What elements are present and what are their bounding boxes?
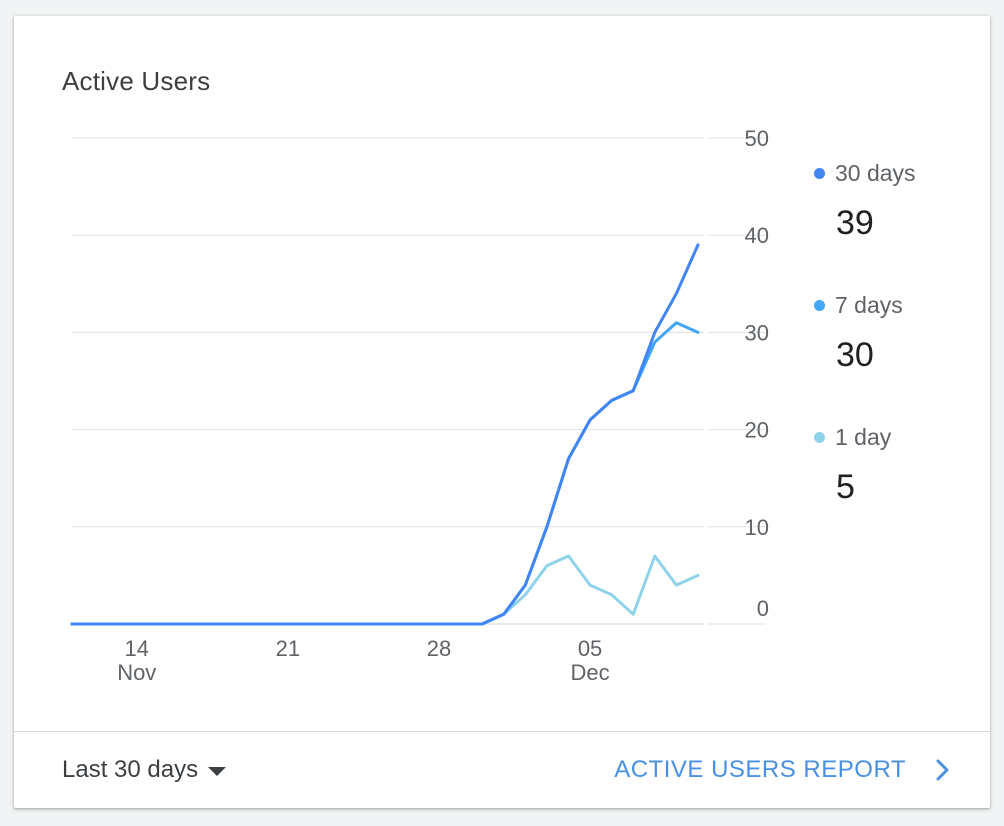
series-line-30-days xyxy=(70,243,700,626)
x-tick-sublabel-dec: Dec xyxy=(571,660,610,685)
y-tick-label-20: 20 xyxy=(745,418,769,443)
y-axis-ticks: 0 10 20 30 40 50 xyxy=(745,126,769,621)
legend-dot-30-days xyxy=(814,167,825,179)
y-tick-label-40: 40 xyxy=(745,223,769,248)
card-footer: Last 30 days ACTIVE USERS REPORT xyxy=(14,731,990,808)
legend-value-7-days: 30 xyxy=(836,336,874,374)
x-tick-sublabel-nov: Nov xyxy=(117,660,156,685)
y-tick-label-0: 0 xyxy=(757,596,769,621)
caret-down-icon xyxy=(208,767,227,776)
x-tick-label-28: 28 xyxy=(427,636,451,661)
series-line-7-days xyxy=(70,321,700,626)
series-line-1-day xyxy=(70,554,700,626)
y-tick-label-10: 10 xyxy=(745,515,769,540)
legend-value-30-days: 39 xyxy=(836,204,874,242)
legend-item-1-day: 1 day 5 xyxy=(814,420,974,552)
chevron-right-icon xyxy=(936,759,949,781)
legend-label-1-day: 1 day xyxy=(835,423,892,450)
chart-series xyxy=(70,243,700,626)
date-range-label: Last 30 days xyxy=(62,756,199,783)
date-range-dropdown[interactable]: Last 30 days xyxy=(62,756,227,784)
x-tick-label-21: 21 xyxy=(276,636,300,661)
legend-item-7-days: 7 days 30 xyxy=(814,288,974,420)
active-users-report-link[interactable]: ACTIVE USERS REPORT xyxy=(614,756,950,784)
legend-value-1-day: 5 xyxy=(836,468,855,506)
legend-label-30-days: 30 days xyxy=(835,159,916,186)
y-tick-label-50: 50 xyxy=(745,126,769,151)
y-tick-label-30: 30 xyxy=(745,320,769,345)
chart-grid xyxy=(72,137,766,625)
legend-dot-1-day xyxy=(814,431,825,443)
legend-item-30-days: 30 days 39 xyxy=(814,156,974,288)
active-users-card: Active Users 0 10 20 30 40 50 14 Nov 21 28 05 Dec … xyxy=(14,16,990,808)
chart-legend: 30 days 39 7 days 30 1 day 5 xyxy=(814,156,974,552)
x-tick-label-14: 14 xyxy=(125,636,149,661)
report-link-label: ACTIVE USERS REPORT xyxy=(614,756,906,783)
legend-dot-7-days xyxy=(814,299,825,311)
card-title: Active Users xyxy=(62,66,211,96)
x-tick-label-05: 05 xyxy=(578,636,602,661)
legend-label-7-days: 7 days xyxy=(835,291,903,318)
